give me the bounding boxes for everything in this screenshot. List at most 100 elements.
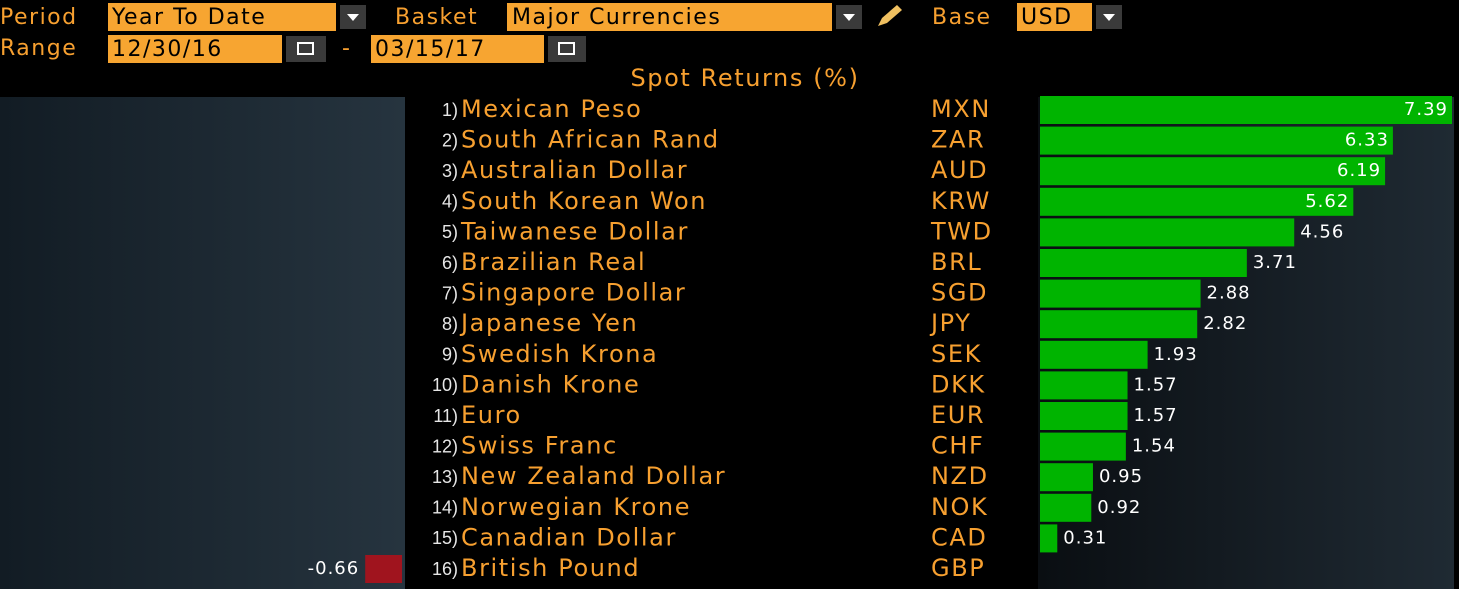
calendar-icon bbox=[297, 42, 314, 55]
end-date: 03/15/17 bbox=[375, 37, 486, 62]
period-value: Year To Date bbox=[111, 5, 266, 30]
rank: 4) bbox=[442, 192, 458, 212]
dropdown-arrow bbox=[347, 14, 359, 21]
dropdown-arrow bbox=[1103, 14, 1115, 21]
value-label: 3.71 bbox=[1253, 252, 1297, 273]
currency-name: Swedish Krona bbox=[461, 340, 658, 368]
rank: 14) bbox=[432, 498, 458, 518]
currency-name: Taiwanese Dollar bbox=[460, 217, 689, 245]
rank: 2) bbox=[442, 130, 458, 150]
currency-name: Australian Dollar bbox=[461, 156, 688, 184]
bar bbox=[1040, 402, 1128, 430]
rank: 9) bbox=[442, 345, 458, 365]
currency-name: British Pound bbox=[461, 554, 640, 582]
value-label: 2.88 bbox=[1207, 283, 1251, 304]
currency-code: AUD bbox=[931, 156, 988, 184]
currency-code: CAD bbox=[931, 523, 987, 551]
value-label: 0.92 bbox=[1097, 497, 1141, 518]
edit-icon[interactable] bbox=[878, 5, 902, 26]
base-field[interactable] bbox=[1017, 3, 1092, 31]
dropdown-arrow bbox=[843, 14, 855, 21]
rank: 13) bbox=[432, 467, 458, 487]
chart-title: Spot Returns (%) bbox=[630, 64, 859, 92]
rank: 3) bbox=[442, 161, 458, 181]
currency-code: KRW bbox=[931, 187, 991, 215]
bar bbox=[1040, 463, 1093, 492]
currency-code: TWD bbox=[930, 217, 993, 245]
currency-name: New Zealand Dollar bbox=[461, 462, 726, 490]
currency-name: Euro bbox=[461, 401, 522, 429]
rank: 7) bbox=[442, 283, 458, 303]
currency-code: DKK bbox=[931, 370, 986, 398]
value-label: 1.57 bbox=[1134, 374, 1178, 395]
bar bbox=[1040, 96, 1452, 124]
value-label: 6.19 bbox=[1337, 160, 1381, 181]
currency-name: South African Rand bbox=[461, 126, 720, 154]
basket-label: Basket bbox=[395, 5, 478, 30]
currency-name: Danish Krone bbox=[461, 370, 640, 398]
currency-name: Brazilian Real bbox=[461, 248, 646, 276]
bar bbox=[1040, 157, 1386, 186]
value-label: 1.93 bbox=[1154, 344, 1198, 365]
bar bbox=[1040, 493, 1092, 522]
rank: 11) bbox=[433, 406, 458, 426]
bar bbox=[1040, 524, 1058, 553]
currency-name: Swiss Franc bbox=[461, 432, 618, 460]
currency-code: GBP bbox=[931, 554, 985, 582]
rank: 6) bbox=[442, 253, 458, 273]
rank: 10) bbox=[432, 375, 458, 395]
currency-name: Mexican Peso bbox=[461, 95, 642, 123]
currency-code: CHF bbox=[931, 432, 984, 460]
basket-field[interactable] bbox=[507, 3, 832, 31]
value-label: 6.33 bbox=[1345, 130, 1389, 151]
currency-code: NZD bbox=[931, 462, 989, 490]
rank: 16) bbox=[432, 559, 458, 579]
bar bbox=[1040, 126, 1393, 155]
left-panel bbox=[0, 97, 405, 589]
rank: 15) bbox=[432, 528, 458, 548]
currency-name: Japanese Yen bbox=[459, 309, 638, 337]
end-calendar[interactable] bbox=[548, 36, 586, 62]
start-field[interactable] bbox=[108, 35, 282, 63]
currency-code: ZAR bbox=[931, 126, 985, 154]
range-label: Range bbox=[0, 36, 77, 61]
currency-code: BRL bbox=[931, 248, 982, 276]
bar bbox=[1040, 310, 1198, 339]
value-label: 4.56 bbox=[1300, 221, 1344, 242]
value-label: 5.62 bbox=[1305, 191, 1349, 212]
end-field[interactable] bbox=[371, 35, 544, 63]
base-value: USD bbox=[1021, 5, 1073, 30]
value-label: 1.54 bbox=[1132, 436, 1176, 457]
rank: 8) bbox=[442, 314, 458, 334]
bar bbox=[1040, 432, 1126, 461]
currency-code: JPY bbox=[929, 309, 971, 337]
currency-name: Canadian Dollar bbox=[461, 523, 677, 551]
bar bbox=[1040, 218, 1295, 247]
value-label: 1.57 bbox=[1134, 405, 1178, 426]
rank: 1) bbox=[442, 100, 458, 120]
value-label: 2.82 bbox=[1203, 313, 1247, 334]
currency-name: Singapore Dollar bbox=[461, 279, 686, 307]
currency-code: SGD bbox=[931, 279, 988, 307]
currency-name: South Korean Won bbox=[461, 187, 707, 215]
bar bbox=[1040, 187, 1354, 216]
bar bbox=[1040, 249, 1247, 277]
currency-code: EUR bbox=[931, 401, 985, 429]
basket-value: Major Currencies bbox=[512, 5, 721, 30]
calendar-icon bbox=[558, 42, 575, 55]
currency-code: SEK bbox=[931, 340, 982, 368]
range-separator: - bbox=[342, 36, 351, 61]
currency-code: NOK bbox=[931, 493, 988, 521]
bar bbox=[1040, 340, 1148, 369]
period-field[interactable] bbox=[108, 3, 336, 31]
period-label: Period bbox=[0, 5, 78, 30]
start-date: 12/30/16 bbox=[112, 37, 223, 62]
start-calendar[interactable] bbox=[286, 36, 326, 62]
bar bbox=[1040, 371, 1128, 400]
rank: 5) bbox=[442, 222, 458, 242]
bar bbox=[365, 555, 402, 583]
value-label: -0.66 bbox=[308, 558, 360, 579]
currency-name: Norwegian Krone bbox=[461, 493, 691, 521]
value-label: 0.31 bbox=[1063, 527, 1107, 548]
